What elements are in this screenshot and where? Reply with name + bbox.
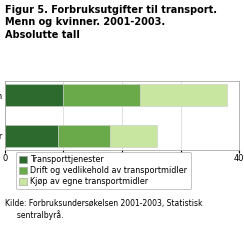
Legend: Transporttjenester, Drift og vedlikehold av transportmidler, Kjøp av egne transp: Transporttjenester, Drift og vedlikehold… bbox=[16, 152, 191, 189]
Bar bbox=[63, 84, 140, 106]
Text: Figur 5. Forbruksutgifter til transport.
Menn og kvinner. 2001-2003.
Absolutte t: Figur 5. Forbruksutgifter til transport.… bbox=[5, 5, 217, 40]
Bar bbox=[5, 84, 63, 106]
Bar bbox=[58, 125, 110, 147]
Bar bbox=[140, 84, 227, 106]
X-axis label: Kroner i 1 000: Kroner i 1 000 bbox=[92, 166, 152, 175]
Text: Kilde: Forbruksundersøkelsen 2001-2003, Statistisk
     sentralbyrå.: Kilde: Forbruksundersøkelsen 2001-2003, … bbox=[5, 199, 202, 220]
Bar bbox=[5, 125, 58, 147]
Bar bbox=[110, 125, 157, 147]
